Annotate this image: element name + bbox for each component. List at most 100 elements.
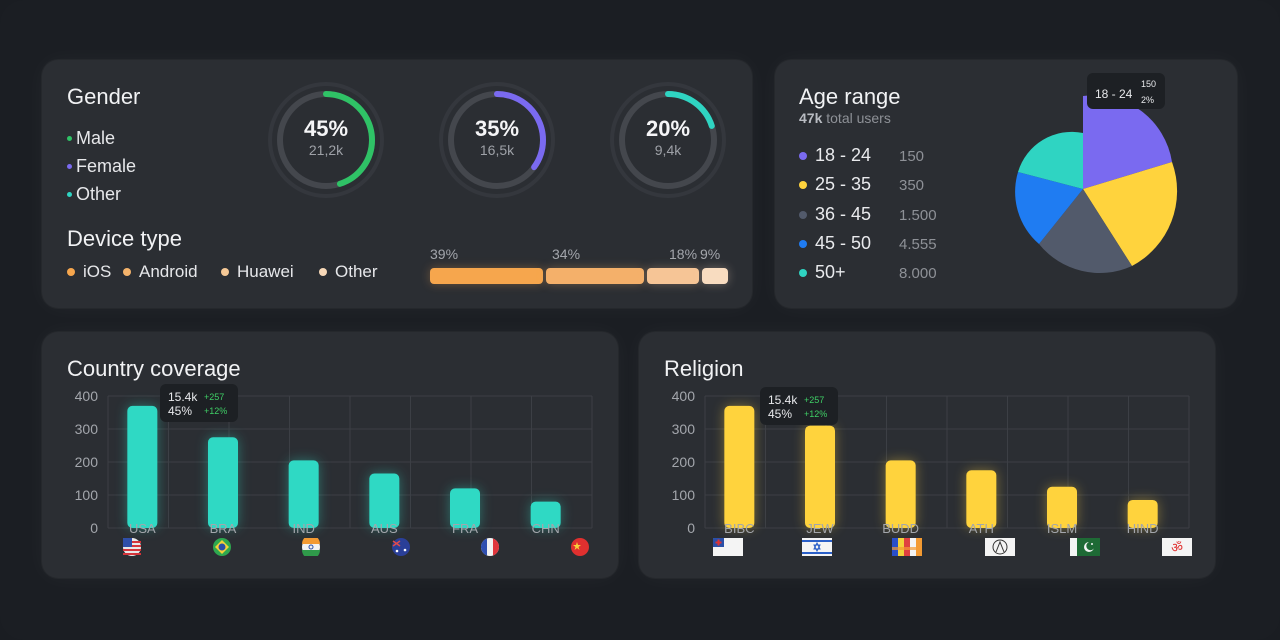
age-dot-25-35 <box>799 180 807 189</box>
age-value-50-plus: 8.000 <box>899 265 937 282</box>
country-bar-chart: 400 300 200 100 0 USA BRA IND AUS FRA CHN <box>75 388 593 536</box>
age-dot-36-45 <box>799 210 807 219</box>
age-tooltip-pct: 2% <box>1141 95 1155 105</box>
country-tooltip: 15.4k +257 45% +12% <box>160 384 238 422</box>
legend-female: Female <box>67 156 136 177</box>
age-label-18-24: 18 - 24 <box>815 145 872 165</box>
ring-other-count: 9,4k <box>654 142 682 158</box>
ring-male-count: 21,2k <box>308 142 344 158</box>
y-tick-label: 400 <box>75 388 99 404</box>
age-value-45-50: 4.555 <box>899 236 937 253</box>
female-dot <box>67 164 72 169</box>
age-label-25-35: 25 - 35 <box>815 174 872 194</box>
device-title: Device type <box>67 226 182 251</box>
pie-slice-36-45[interactable] <box>1039 189 1132 274</box>
flag-buddhist-icon <box>892 538 922 556</box>
x-tick-label: ISLM <box>1047 521 1077 536</box>
x-tick-label: FRA <box>452 521 478 536</box>
ring-female-pct: 35% <box>474 116 520 141</box>
age-tooltip-range: 18 - 24 <box>1095 87 1133 101</box>
flag-aus-icon <box>392 538 410 556</box>
age-tooltip: 18 - 24 150 2% <box>1087 73 1165 109</box>
age-row-45-50: 45 - 50 <box>799 233 871 254</box>
bar-bra[interactable] <box>208 437 238 528</box>
android-dot <box>123 268 131 276</box>
ring-male-svg <box>268 82 384 198</box>
bar-fra[interactable] <box>450 488 480 528</box>
ring-other: 20% 9,4k <box>608 80 728 200</box>
ring-female: 35% 16,5k <box>437 80 557 200</box>
device-bar-segment[interactable] <box>545 268 644 284</box>
religion-tooltip-delta: +257 <box>804 395 825 405</box>
x-tick-label: CHN <box>532 521 560 536</box>
age-row-50-plus: 50+ <box>799 262 846 283</box>
device-stacked-bar <box>430 268 728 284</box>
age-pie-chart <box>1015 95 1178 274</box>
age-row-25-35: 25 - 35 <box>799 174 871 195</box>
country-tooltip-pct: 45% <box>168 404 193 418</box>
svg-text:ॐ: ॐ <box>1171 541 1183 556</box>
x-tick-label: ATH <box>969 521 994 536</box>
pie-slice-18-24[interactable] <box>1083 95 1172 189</box>
age-total-strong: 47k <box>799 110 823 126</box>
country-coverage-card: Country coverage 400 300 200 100 0 USA BRA IND A… <box>42 332 618 578</box>
legend-male-label: Male <box>76 128 116 148</box>
y-tick-label: 200 <box>672 454 696 470</box>
religion-tooltip-pct-delta: +12% <box>804 409 828 419</box>
bar-aus[interactable] <box>369 473 400 528</box>
legend-ios: iOS <box>67 262 111 282</box>
device-bar-label-other: 9% <box>700 246 721 262</box>
ring-arc <box>277 91 375 189</box>
y-tick-label: 0 <box>687 520 695 536</box>
religion-tooltip: 15.4k +257 45% +12% <box>760 387 838 425</box>
ring-other-svg <box>610 82 726 198</box>
device-bar-segment[interactable] <box>646 268 699 284</box>
bar-hind[interactable] <box>1127 499 1158 528</box>
country-tooltip-value: 15.4k <box>168 390 198 404</box>
device-other-dot <box>319 268 327 276</box>
legend-other: Other <box>67 184 121 205</box>
ring-male: 45% 21,2k <box>266 80 386 200</box>
male-dot <box>67 136 72 141</box>
y-tick-label: 300 <box>672 421 696 437</box>
age-value-25-35: 350 <box>899 177 925 194</box>
legend-huawei-label: Huawei <box>237 262 294 281</box>
religion-card: Religion 400 300 200 100 0 BIBC JEW BUDD ATH ISLM… <box>639 332 1215 578</box>
device-bar-segment[interactable] <box>430 268 543 284</box>
flag-jewish-icon <box>802 538 832 556</box>
x-tick-label: HIND <box>1127 521 1159 536</box>
x-tick-label: BRA <box>210 521 237 536</box>
pie-slice-50-plus[interactable] <box>1018 131 1083 189</box>
ring-female-count: 16,5k <box>479 142 515 158</box>
religion-bar-chart: 400 300 200 100 0 BIBC JEW BUDD ATH ISLM HIND <box>672 388 1190 536</box>
ring-female-svg <box>439 82 555 198</box>
bar-islm[interactable] <box>1047 486 1077 528</box>
religion-title: Religion <box>664 356 744 381</box>
y-tick-label: 200 <box>75 454 99 470</box>
y-tick-label: 100 <box>672 487 696 503</box>
bar-chn[interactable] <box>530 501 561 528</box>
device-bar-segment[interactable] <box>701 268 728 284</box>
device-bar-label-huawei: 18% <box>669 246 698 262</box>
bar-ath[interactable] <box>966 470 997 528</box>
legend-device-other-label: Other <box>335 262 378 281</box>
bar-jew[interactable] <box>805 425 835 528</box>
ring-male-pct: 45% <box>303 116 349 141</box>
legend-android: Android <box>123 262 198 282</box>
country-tooltip-pct-delta: +12% <box>204 406 228 416</box>
flag-islam-icon <box>1070 538 1100 556</box>
pie-slice-45-50[interactable] <box>1015 172 1083 244</box>
bar-budd[interactable] <box>885 460 916 528</box>
bar-bibc[interactable] <box>724 405 755 528</box>
flag-ind-icon <box>302 538 320 556</box>
age-row-36-45: 36 - 45 <box>799 204 871 225</box>
bar-ind[interactable] <box>288 460 319 528</box>
ring-other-pct: 20% <box>645 116 691 141</box>
age-range-card: Age range 47k total users 18 - 24 150 25… <box>775 60 1237 308</box>
age-dot-45-50 <box>799 239 807 248</box>
bar-usa[interactable] <box>127 405 158 528</box>
age-total: 47k total users <box>799 110 891 126</box>
ios-dot <box>67 268 75 276</box>
other-dot <box>67 192 72 197</box>
pie-slice-25-35[interactable] <box>1083 162 1178 266</box>
